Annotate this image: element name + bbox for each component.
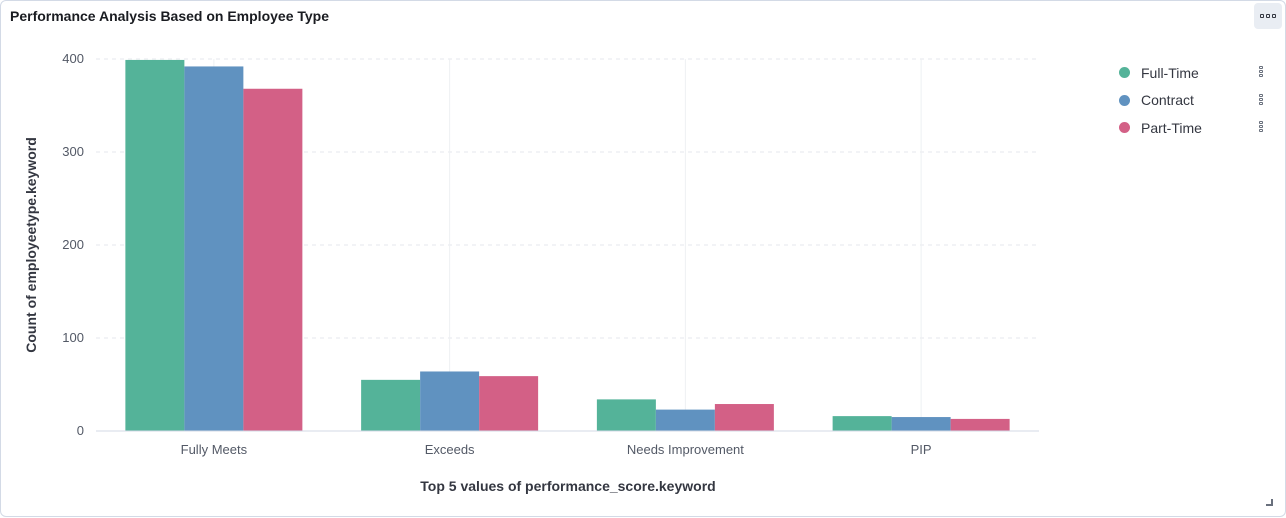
- bar-part-time-exceeds[interactable]: [479, 376, 539, 431]
- bar-part-time-needs-improvement[interactable]: [714, 404, 774, 431]
- x-tick-label: Exceeds: [425, 442, 475, 457]
- x-axis-ticks: Fully Meets Exceeds Needs Improvement PIP: [181, 442, 932, 457]
- legend-item-contract[interactable]: Contract: [1119, 87, 1269, 115]
- bar-full-time-needs-improvement[interactable]: [596, 399, 656, 431]
- bar-contract-pip[interactable]: [891, 417, 951, 431]
- bar-full-time-pip[interactable]: [832, 416, 892, 431]
- bar-contract-needs-improvement[interactable]: [655, 409, 715, 431]
- y-tick-label: 200: [62, 237, 84, 252]
- resize-handle-icon[interactable]: [1266, 499, 1273, 506]
- bar-full-time-fully-meets[interactable]: [125, 59, 185, 432]
- legend-color-dot-icon: [1119, 67, 1130, 79]
- legend-action-menu-icon[interactable]: [1259, 121, 1263, 132]
- legend-color-dot-icon: [1119, 122, 1130, 134]
- chart-bars: [125, 59, 1010, 432]
- y-tick-label: 300: [62, 144, 84, 159]
- y-tick-label: 100: [62, 330, 84, 345]
- panel-options-button[interactable]: [1254, 3, 1282, 29]
- x-tick-label: Fully Meets: [181, 442, 248, 457]
- boxes-horizontal-icon: [1260, 14, 1276, 18]
- y-tick-label: 400: [62, 51, 84, 66]
- legend-label: Contract: [1141, 92, 1194, 109]
- x-tick-label: PIP: [911, 442, 932, 457]
- x-tick-label: Needs Improvement: [627, 442, 744, 457]
- panel-title: Performance Analysis Based on Employee T…: [10, 8, 330, 24]
- y-axis-ticks: 0 100 200 300 400: [62, 51, 84, 438]
- x-axis-label: Top 5 values of performance_score.keywor…: [420, 478, 715, 494]
- legend-action-menu-icon[interactable]: [1259, 66, 1263, 77]
- bar-chart: 0 100 200 300 400 Fully Meets Exceeds Needs Im…: [23, 51, 1039, 494]
- bar-contract-exceeds[interactable]: [420, 371, 480, 431]
- legend-item-full-time[interactable]: Full-Time: [1119, 59, 1269, 87]
- bar-contract-fully-meets[interactable]: [184, 66, 244, 431]
- bar-part-time-pip[interactable]: [950, 418, 1010, 431]
- legend-label: Part-Time: [1141, 119, 1202, 136]
- y-axis-label: Count of employeetype.keyword: [23, 137, 39, 352]
- legend-item-part-time[interactable]: Part-Time: [1119, 114, 1269, 142]
- bar-part-time-fully-meets[interactable]: [243, 88, 303, 431]
- legend-color-dot-icon: [1119, 94, 1130, 106]
- y-tick-label: 0: [77, 423, 84, 438]
- legend-action-menu-icon[interactable]: [1259, 93, 1263, 105]
- legend-label: Full-Time: [1141, 64, 1199, 81]
- chart-legend: Full-Time Contract Part-Time: [1119, 59, 1269, 142]
- bar-full-time-exceeds[interactable]: [361, 379, 421, 431]
